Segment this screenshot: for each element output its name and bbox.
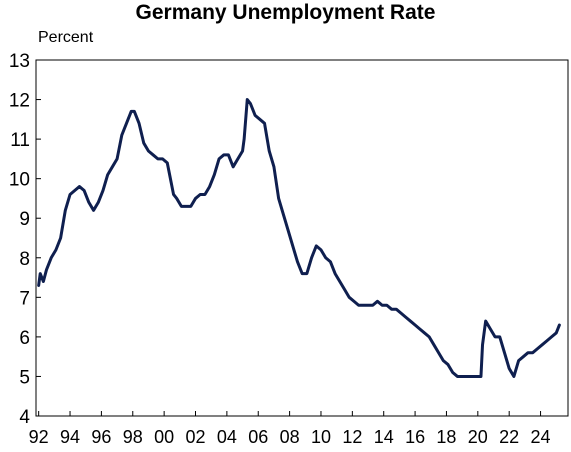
y-tick-label: 4 [19, 407, 30, 428]
x-tick-label: 24 [531, 427, 551, 447]
x-tick-label: 10 [311, 427, 331, 447]
y-axis-unit-label: Percent [38, 29, 94, 46]
y-tick-label: 9 [19, 209, 30, 230]
x-tick-label: 14 [374, 427, 394, 447]
x-tick-label: 22 [499, 427, 519, 447]
unemployment-rate-line [37, 98, 561, 378]
x-tick-label: 16 [405, 427, 425, 447]
x-tick-label: 18 [436, 427, 456, 447]
x-tick-label: 98 [123, 427, 143, 447]
x-tick-label: 96 [91, 427, 111, 447]
y-axis: 4 5 6 7 8 9 10 11 12 13 [9, 51, 41, 428]
x-tick-label: 04 [217, 427, 237, 447]
x-tick-label: 08 [280, 427, 300, 447]
y-tick-label: 7 [19, 288, 30, 309]
x-tick-label: 12 [342, 427, 362, 447]
x-tick-label: 02 [185, 427, 205, 447]
x-tick-label: 92 [29, 427, 49, 447]
y-tick-label: 6 [19, 328, 30, 349]
y-tick-label: 8 [19, 249, 30, 270]
y-tick-label: 13 [9, 51, 30, 72]
plot-area-frame [35, 59, 569, 417]
y-tick-label: 5 [19, 367, 30, 388]
y-tick-label: 11 [10, 130, 30, 151]
y-tick-label: 10 [9, 170, 30, 191]
x-axis: 92 94 96 98 00 02 04 06 08 10 12 14 16 18 20 22 24 [29, 411, 551, 447]
chart-title: Germany Unemployment Rate [135, 1, 436, 24]
x-tick-label: 20 [468, 427, 488, 447]
x-tick-label: 06 [248, 427, 268, 447]
y-tick-label: 12 [9, 91, 30, 112]
x-tick-label: 00 [154, 427, 174, 447]
x-tick-label: 94 [60, 427, 80, 447]
